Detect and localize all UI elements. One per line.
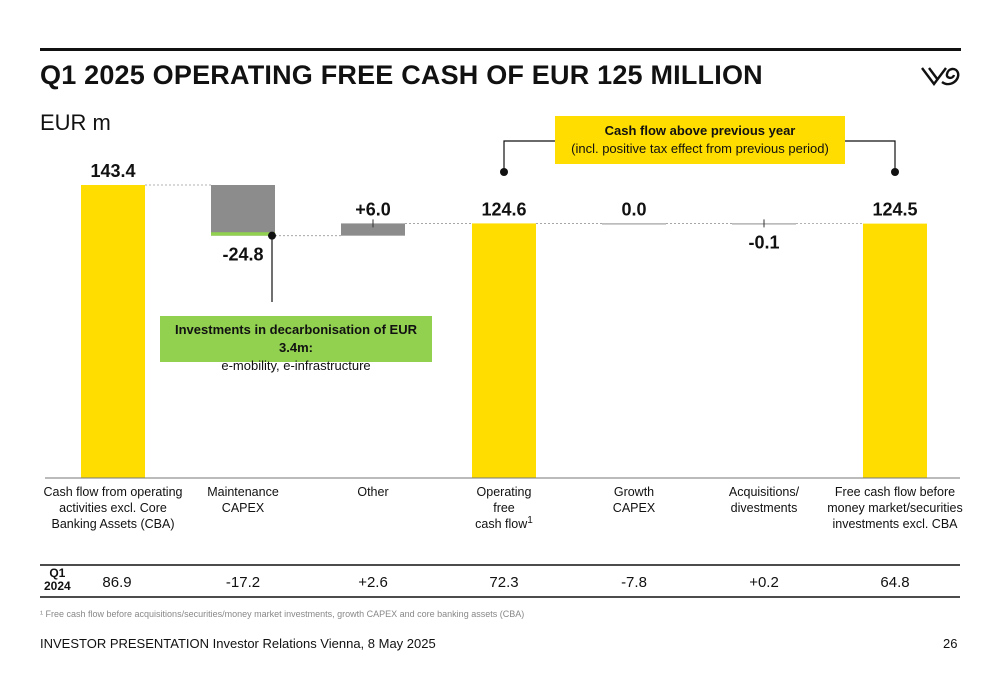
category-label-line: cash flow xyxy=(475,517,528,531)
prior-year-value: 86.9 xyxy=(102,574,131,591)
top-rule xyxy=(40,48,961,51)
category-label-line: Free cash flow before xyxy=(835,485,955,499)
decarbonisation-callout-subtitle: e-mobility, e-infrastructure xyxy=(221,358,371,373)
value-label: 0.0 xyxy=(621,199,646,219)
footnote: ¹ Free cash flow before acquisitions/sec… xyxy=(40,609,525,619)
decarbonisation-callout-title: Investments in decarbonisation of EUR 3.… xyxy=(175,322,417,355)
category-label-line: free xyxy=(493,501,515,515)
footer-text: INVESTOR PRESENTATION Investor Relations… xyxy=(40,636,436,651)
bar-4 xyxy=(602,223,666,225)
footnote-marker: 1 xyxy=(527,515,533,526)
category-label-line: divestments xyxy=(731,501,798,515)
cash-flow-callout-subtitle: (incl. positive tax effect from previous… xyxy=(571,141,829,156)
decarbonisation-callout: Investments in decarbonisation of EUR 3.… xyxy=(160,316,432,373)
category-label-line: Acquisitions/ xyxy=(729,485,800,499)
category-label: Acquisitions/divestments xyxy=(729,485,800,515)
prior-year-value: +0.2 xyxy=(749,574,779,591)
category-label: Growth CAPEX xyxy=(613,485,656,515)
value-label: 143.4 xyxy=(90,161,135,181)
category-label: Free cash flow before money market/securi… xyxy=(827,485,962,531)
callout-connector-right xyxy=(845,140,896,172)
bar-1-decarbonisation-segment xyxy=(211,232,275,236)
cash-flow-callout: Cash flow above previous year (incl. pos… xyxy=(555,116,845,164)
value-label: +6.0 xyxy=(355,199,391,219)
value-label: -24.8 xyxy=(222,245,263,265)
bar-1 xyxy=(211,185,275,236)
page-title: Q1 2025 OPERATING FREE CASH OF EUR 125 M… xyxy=(40,60,763,90)
unit-label: EUR m xyxy=(40,110,111,135)
category-label: Maintenance CAPEX xyxy=(207,485,279,515)
category-label-line: CAPEX xyxy=(613,501,656,515)
category-label-line: Growth xyxy=(614,485,654,499)
category-label-line: Operating xyxy=(477,485,532,499)
value-label: 124.6 xyxy=(481,199,526,219)
category-label-line: Cash flow from operating xyxy=(44,485,183,499)
prior-year-value: -7.8 xyxy=(621,574,647,591)
bar-0 xyxy=(81,185,145,478)
category-label-line: CAPEX xyxy=(222,501,265,515)
decarbonisation-dot xyxy=(268,231,276,240)
category-label-line: Maintenance xyxy=(207,485,279,499)
post-horn-logo-icon xyxy=(921,67,960,86)
prior-year-value: -17.2 xyxy=(226,574,260,591)
callout-dot-right xyxy=(891,168,899,176)
bar-2 xyxy=(341,223,405,236)
cash-flow-callout-title: Cash flow above previous year xyxy=(604,123,796,138)
category-label: Other xyxy=(357,485,388,499)
category-label-line: investments excl. CBA xyxy=(832,517,958,531)
category-label-line: activities excl. Core xyxy=(59,501,167,515)
bar-6 xyxy=(863,223,927,478)
prior-year-value: 72.3 xyxy=(489,574,518,591)
prior-year-label-line1: Q1 xyxy=(49,566,66,580)
prior-year-label-line2: 2024 xyxy=(44,579,71,593)
category-label-line: money market/securities xyxy=(827,501,962,515)
value-label: -0.1 xyxy=(748,233,779,253)
bar-3 xyxy=(472,223,536,478)
category-label: Cash flow from operating activities excl.… xyxy=(44,485,183,531)
category-label-line: Other xyxy=(357,485,388,499)
value-label: 124.5 xyxy=(872,200,917,220)
category-label: Operating free cash flow1 xyxy=(475,485,533,531)
page-number: 26 xyxy=(943,636,958,651)
callout-connector-left xyxy=(503,140,555,172)
prior-year-value: +2.6 xyxy=(358,574,388,591)
prior-year-label: Q1 2024 xyxy=(44,567,71,593)
category-label-line: Banking Assets (CBA) xyxy=(52,517,175,531)
prior-year-value: 64.8 xyxy=(880,574,909,591)
callout-dot-left xyxy=(500,168,508,176)
